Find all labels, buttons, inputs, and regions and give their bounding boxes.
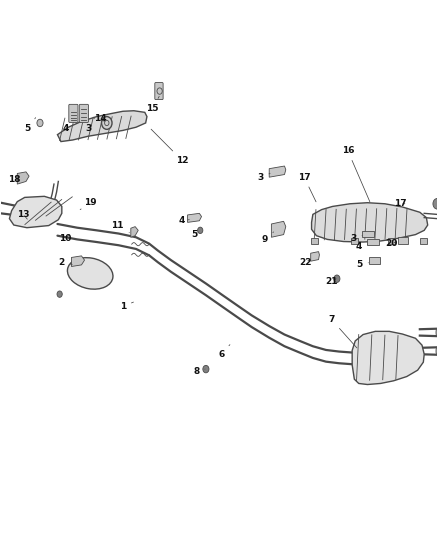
Polygon shape <box>187 213 201 222</box>
FancyBboxPatch shape <box>69 104 78 123</box>
Bar <box>362 231 374 237</box>
Bar <box>311 238 318 244</box>
Polygon shape <box>131 227 138 237</box>
Text: 5: 5 <box>191 230 197 239</box>
Polygon shape <box>269 166 286 177</box>
Text: 3: 3 <box>258 173 270 182</box>
Text: 6: 6 <box>218 345 230 359</box>
Text: 4: 4 <box>63 118 71 133</box>
Text: 21: 21 <box>325 277 338 286</box>
Text: 1: 1 <box>120 302 134 311</box>
Text: 11: 11 <box>111 221 129 232</box>
Text: 3: 3 <box>350 234 362 243</box>
Polygon shape <box>57 111 147 142</box>
Text: 17: 17 <box>394 199 406 208</box>
Text: 15: 15 <box>146 96 159 112</box>
Text: 2: 2 <box>59 258 72 266</box>
Text: 13: 13 <box>17 210 30 219</box>
Bar <box>351 238 358 244</box>
Text: 3: 3 <box>85 118 94 133</box>
Bar <box>398 237 408 244</box>
Bar <box>388 238 395 244</box>
Text: 12: 12 <box>151 129 188 165</box>
Text: 18: 18 <box>8 175 21 184</box>
Polygon shape <box>71 256 85 266</box>
Bar <box>367 239 379 245</box>
Text: 4: 4 <box>179 216 189 225</box>
FancyBboxPatch shape <box>79 104 88 123</box>
Bar <box>369 257 380 264</box>
Text: 14: 14 <box>94 114 106 123</box>
Text: 9: 9 <box>261 232 274 245</box>
Circle shape <box>37 119 43 127</box>
FancyBboxPatch shape <box>155 83 163 100</box>
Circle shape <box>203 366 209 373</box>
Text: 8: 8 <box>193 367 205 376</box>
Polygon shape <box>352 332 424 384</box>
Circle shape <box>57 291 62 297</box>
Polygon shape <box>17 172 29 184</box>
Ellipse shape <box>436 328 438 336</box>
Circle shape <box>198 227 203 233</box>
Text: 19: 19 <box>80 198 96 209</box>
Ellipse shape <box>436 347 438 355</box>
Text: 5: 5 <box>25 118 35 133</box>
Ellipse shape <box>67 257 113 289</box>
Polygon shape <box>10 196 62 228</box>
Circle shape <box>334 275 340 282</box>
Circle shape <box>102 117 112 130</box>
Text: 5: 5 <box>357 261 368 269</box>
Text: 16: 16 <box>342 146 370 202</box>
Text: 17: 17 <box>298 173 316 202</box>
Text: 10: 10 <box>59 234 71 243</box>
Text: 7: 7 <box>328 315 357 348</box>
Circle shape <box>433 198 438 209</box>
Polygon shape <box>311 203 427 242</box>
Text: 22: 22 <box>299 258 312 266</box>
Bar <box>420 238 427 244</box>
Polygon shape <box>311 252 319 261</box>
Text: 20: 20 <box>385 239 398 248</box>
Polygon shape <box>272 221 286 237</box>
Text: 4: 4 <box>356 242 367 251</box>
